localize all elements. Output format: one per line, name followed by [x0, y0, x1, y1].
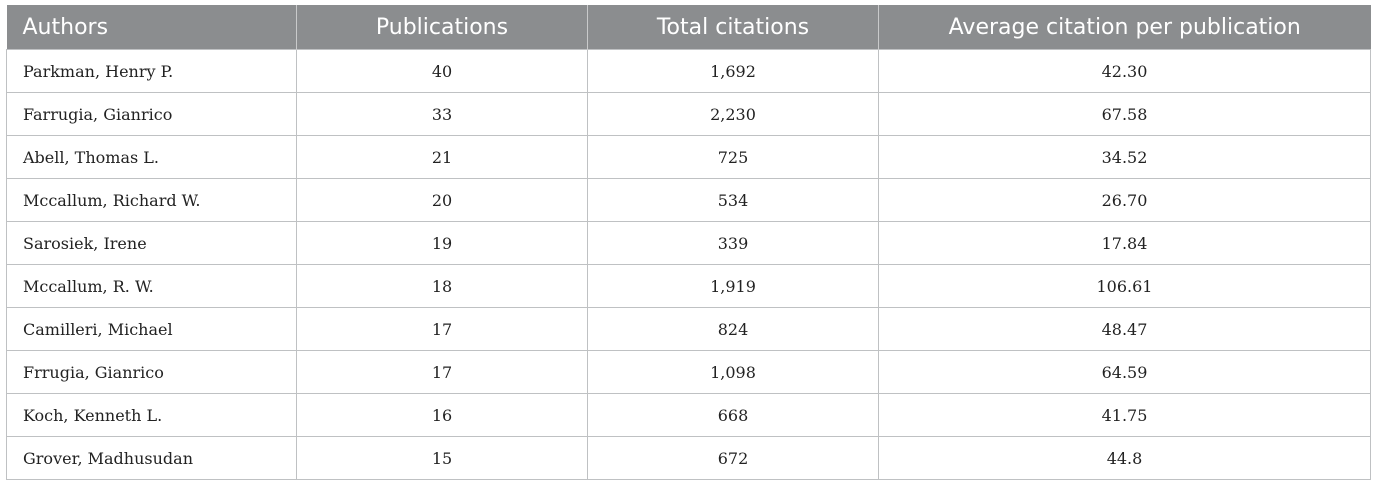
cell-average-citation: 64.59	[878, 350, 1371, 394]
cell-publications: 17	[296, 307, 588, 351]
cell-author: Frrugia, Gianrico	[6, 350, 297, 394]
table-row: Mccallum, R. W. 18 1,919 106.61	[6, 264, 1371, 308]
cell-average-citation: 17.84	[878, 221, 1371, 265]
cell-total-citations: 534	[587, 178, 879, 222]
cell-total-citations: 1,692	[587, 49, 879, 93]
authors-table-container: Authors Publications Total citations Ave…	[6, 5, 1371, 480]
cell-total-citations: 1,919	[587, 264, 879, 308]
cell-publications: 16	[296, 393, 588, 437]
cell-total-citations: 672	[587, 436, 879, 480]
cell-average-citation: 106.61	[878, 264, 1371, 308]
cell-publications: 18	[296, 264, 588, 308]
cell-average-citation: 44.8	[878, 436, 1371, 480]
cell-author: Mccallum, R. W.	[6, 264, 297, 308]
cell-average-citation: 42.30	[878, 49, 1371, 93]
cell-author: Abell, Thomas L.	[6, 135, 297, 179]
cell-author: Parkman, Henry P.	[6, 49, 297, 93]
cell-average-citation: 34.52	[878, 135, 1371, 179]
cell-publications: 40	[296, 49, 588, 93]
table-row: Frrugia, Gianrico 17 1,098 64.59	[6, 350, 1371, 394]
cell-total-citations: 668	[587, 393, 879, 437]
cell-publications: 17	[296, 350, 588, 394]
header-publications: Publications	[296, 5, 588, 50]
cell-publications: 15	[296, 436, 588, 480]
header-authors: Authors	[6, 5, 297, 50]
cell-author: Grover, Madhusudan	[6, 436, 297, 480]
cell-total-citations: 2,230	[587, 92, 879, 136]
cell-total-citations: 1,098	[587, 350, 879, 394]
cell-total-citations: 339	[587, 221, 879, 265]
cell-average-citation: 48.47	[878, 307, 1371, 351]
cell-publications: 20	[296, 178, 588, 222]
cell-author: Mccallum, Richard W.	[6, 178, 297, 222]
table-row: Grover, Madhusudan 15 672 44.8	[6, 436, 1371, 480]
cell-author: Camilleri, Michael	[6, 307, 297, 351]
table-header-row: Authors Publications Total citations Ave…	[6, 5, 1371, 50]
table-row: Farrugia, Gianrico 33 2,230 67.58	[6, 92, 1371, 136]
cell-average-citation: 41.75	[878, 393, 1371, 437]
cell-total-citations: 725	[587, 135, 879, 179]
cell-total-citations: 824	[587, 307, 879, 351]
cell-publications: 33	[296, 92, 588, 136]
header-total-citations: Total citations	[587, 5, 879, 50]
cell-author: Sarosiek, Irene	[6, 221, 297, 265]
cell-average-citation: 67.58	[878, 92, 1371, 136]
cell-publications: 19	[296, 221, 588, 265]
cell-author: Farrugia, Gianrico	[6, 92, 297, 136]
table-row: Koch, Kenneth L. 16 668 41.75	[6, 393, 1371, 437]
cell-publications: 21	[296, 135, 588, 179]
cell-author: Koch, Kenneth L.	[6, 393, 297, 437]
table-row: Camilleri, Michael 17 824 48.47	[6, 307, 1371, 351]
header-average-citation: Average citation per publication	[878, 5, 1371, 50]
authors-table: Authors Publications Total citations Ave…	[6, 5, 1371, 480]
table-row: Parkman, Henry P. 40 1,692 42.30	[6, 49, 1371, 93]
table-row: Abell, Thomas L. 21 725 34.52	[6, 135, 1371, 179]
cell-average-citation: 26.70	[878, 178, 1371, 222]
table-row: Sarosiek, Irene 19 339 17.84	[6, 221, 1371, 265]
table-row: Mccallum, Richard W. 20 534 26.70	[6, 178, 1371, 222]
